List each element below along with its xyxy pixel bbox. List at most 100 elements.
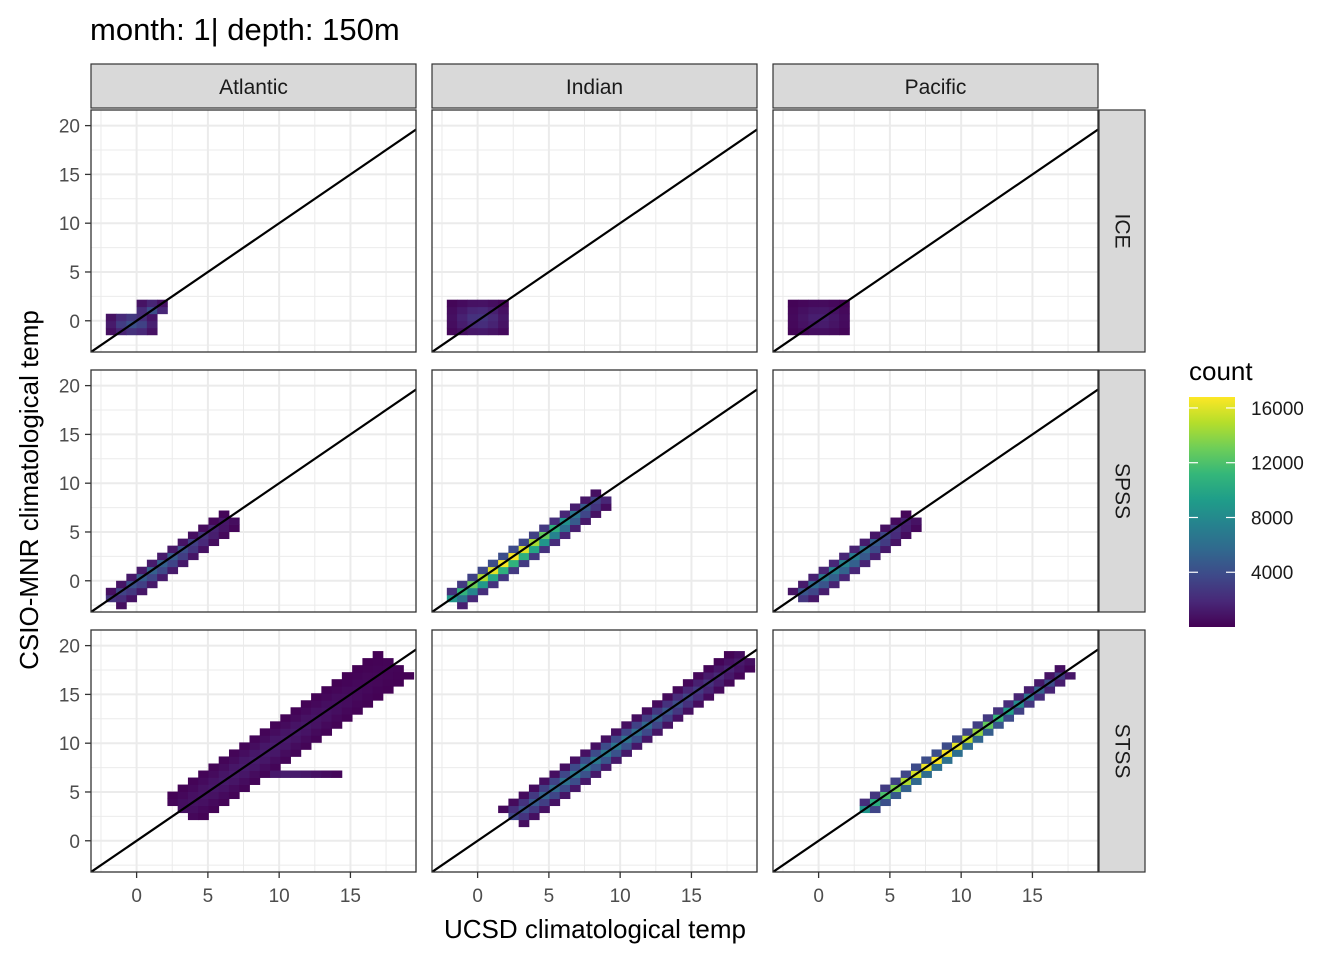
y-tick-label: 0 [69, 312, 80, 333]
facet-panels: Atlantic Indian Pacific ICE SPSS STSS 0 5 10 15 20… [59, 63, 1146, 907]
bin [549, 517, 561, 525]
bin [518, 819, 530, 828]
bin [146, 559, 158, 568]
bin [259, 770, 271, 778]
bin [818, 306, 830, 315]
bin [198, 812, 209, 821]
bin [249, 770, 261, 778]
bin [641, 714, 653, 722]
bin [116, 313, 127, 322]
bin [808, 587, 820, 596]
panel-atlantic-ice: 0 5 10 15 20 [59, 109, 417, 353]
bin [187, 805, 199, 814]
bin [157, 566, 168, 575]
x-tick-label: 10 [610, 886, 631, 907]
bin [457, 299, 468, 308]
bin [208, 777, 220, 785]
bin [477, 566, 489, 575]
bin [1023, 686, 1035, 694]
bin [941, 742, 953, 750]
bin [270, 763, 281, 771]
bin [290, 742, 302, 750]
bin [880, 524, 891, 532]
bin [477, 580, 489, 589]
bin [239, 777, 250, 785]
bin [828, 573, 840, 582]
bin [539, 524, 550, 532]
bin [921, 770, 932, 778]
bin [641, 707, 653, 715]
bin [1013, 693, 1025, 701]
bin [167, 566, 179, 575]
bin [539, 777, 550, 785]
x-tick-label: 5 [885, 886, 896, 907]
bin [641, 728, 653, 736]
bin [146, 313, 158, 322]
bin [859, 798, 871, 807]
bin [321, 728, 333, 736]
y-tick-label: 5 [69, 783, 80, 804]
bin [682, 686, 694, 694]
bin [559, 763, 571, 771]
bin [498, 320, 509, 329]
bin [311, 693, 322, 701]
bin [228, 784, 240, 792]
x-tick-label: 0 [472, 886, 483, 907]
identity-line [773, 648, 1098, 872]
bin [467, 594, 479, 603]
bin [672, 714, 684, 722]
bin [259, 735, 271, 743]
bin [528, 791, 540, 800]
bin [362, 658, 374, 666]
bin [146, 299, 158, 308]
bin [600, 735, 612, 743]
bin [372, 686, 384, 694]
bin [239, 742, 250, 750]
bin [569, 503, 581, 511]
bin [849, 545, 861, 554]
bin [208, 791, 220, 800]
bin [146, 580, 158, 589]
bin [549, 538, 561, 547]
bin [910, 517, 922, 525]
bin [228, 524, 240, 532]
bin [290, 714, 302, 722]
bin [218, 531, 230, 540]
bin [249, 749, 261, 757]
bin [239, 749, 250, 757]
bin [321, 693, 333, 701]
panel-border [90, 109, 417, 353]
bin [311, 735, 322, 743]
bin [993, 707, 1004, 715]
panel-pacific-ice [772, 109, 1099, 353]
bin [869, 552, 881, 561]
strip-atlantic: Atlantic [90, 63, 417, 109]
bin [682, 679, 694, 687]
bin [621, 728, 632, 736]
bin [734, 651, 745, 659]
bin [498, 306, 509, 315]
bin [828, 313, 840, 322]
bin [218, 756, 230, 764]
bin [818, 327, 830, 336]
bin [321, 770, 333, 778]
bin [580, 777, 591, 785]
bin [508, 545, 520, 554]
bin [341, 707, 353, 715]
bin [580, 517, 591, 525]
bin [880, 545, 891, 554]
bin [900, 510, 912, 518]
bin [900, 531, 912, 540]
identity-line [432, 128, 757, 352]
bin [580, 749, 591, 757]
bin [549, 770, 561, 778]
y-tick-label: 10 [59, 734, 80, 755]
bin [539, 798, 550, 807]
bin [672, 693, 684, 701]
bin [311, 770, 322, 778]
bin [300, 742, 312, 750]
bin [1054, 665, 1066, 673]
bin [157, 306, 168, 315]
bin [218, 763, 230, 771]
bin [487, 573, 499, 582]
